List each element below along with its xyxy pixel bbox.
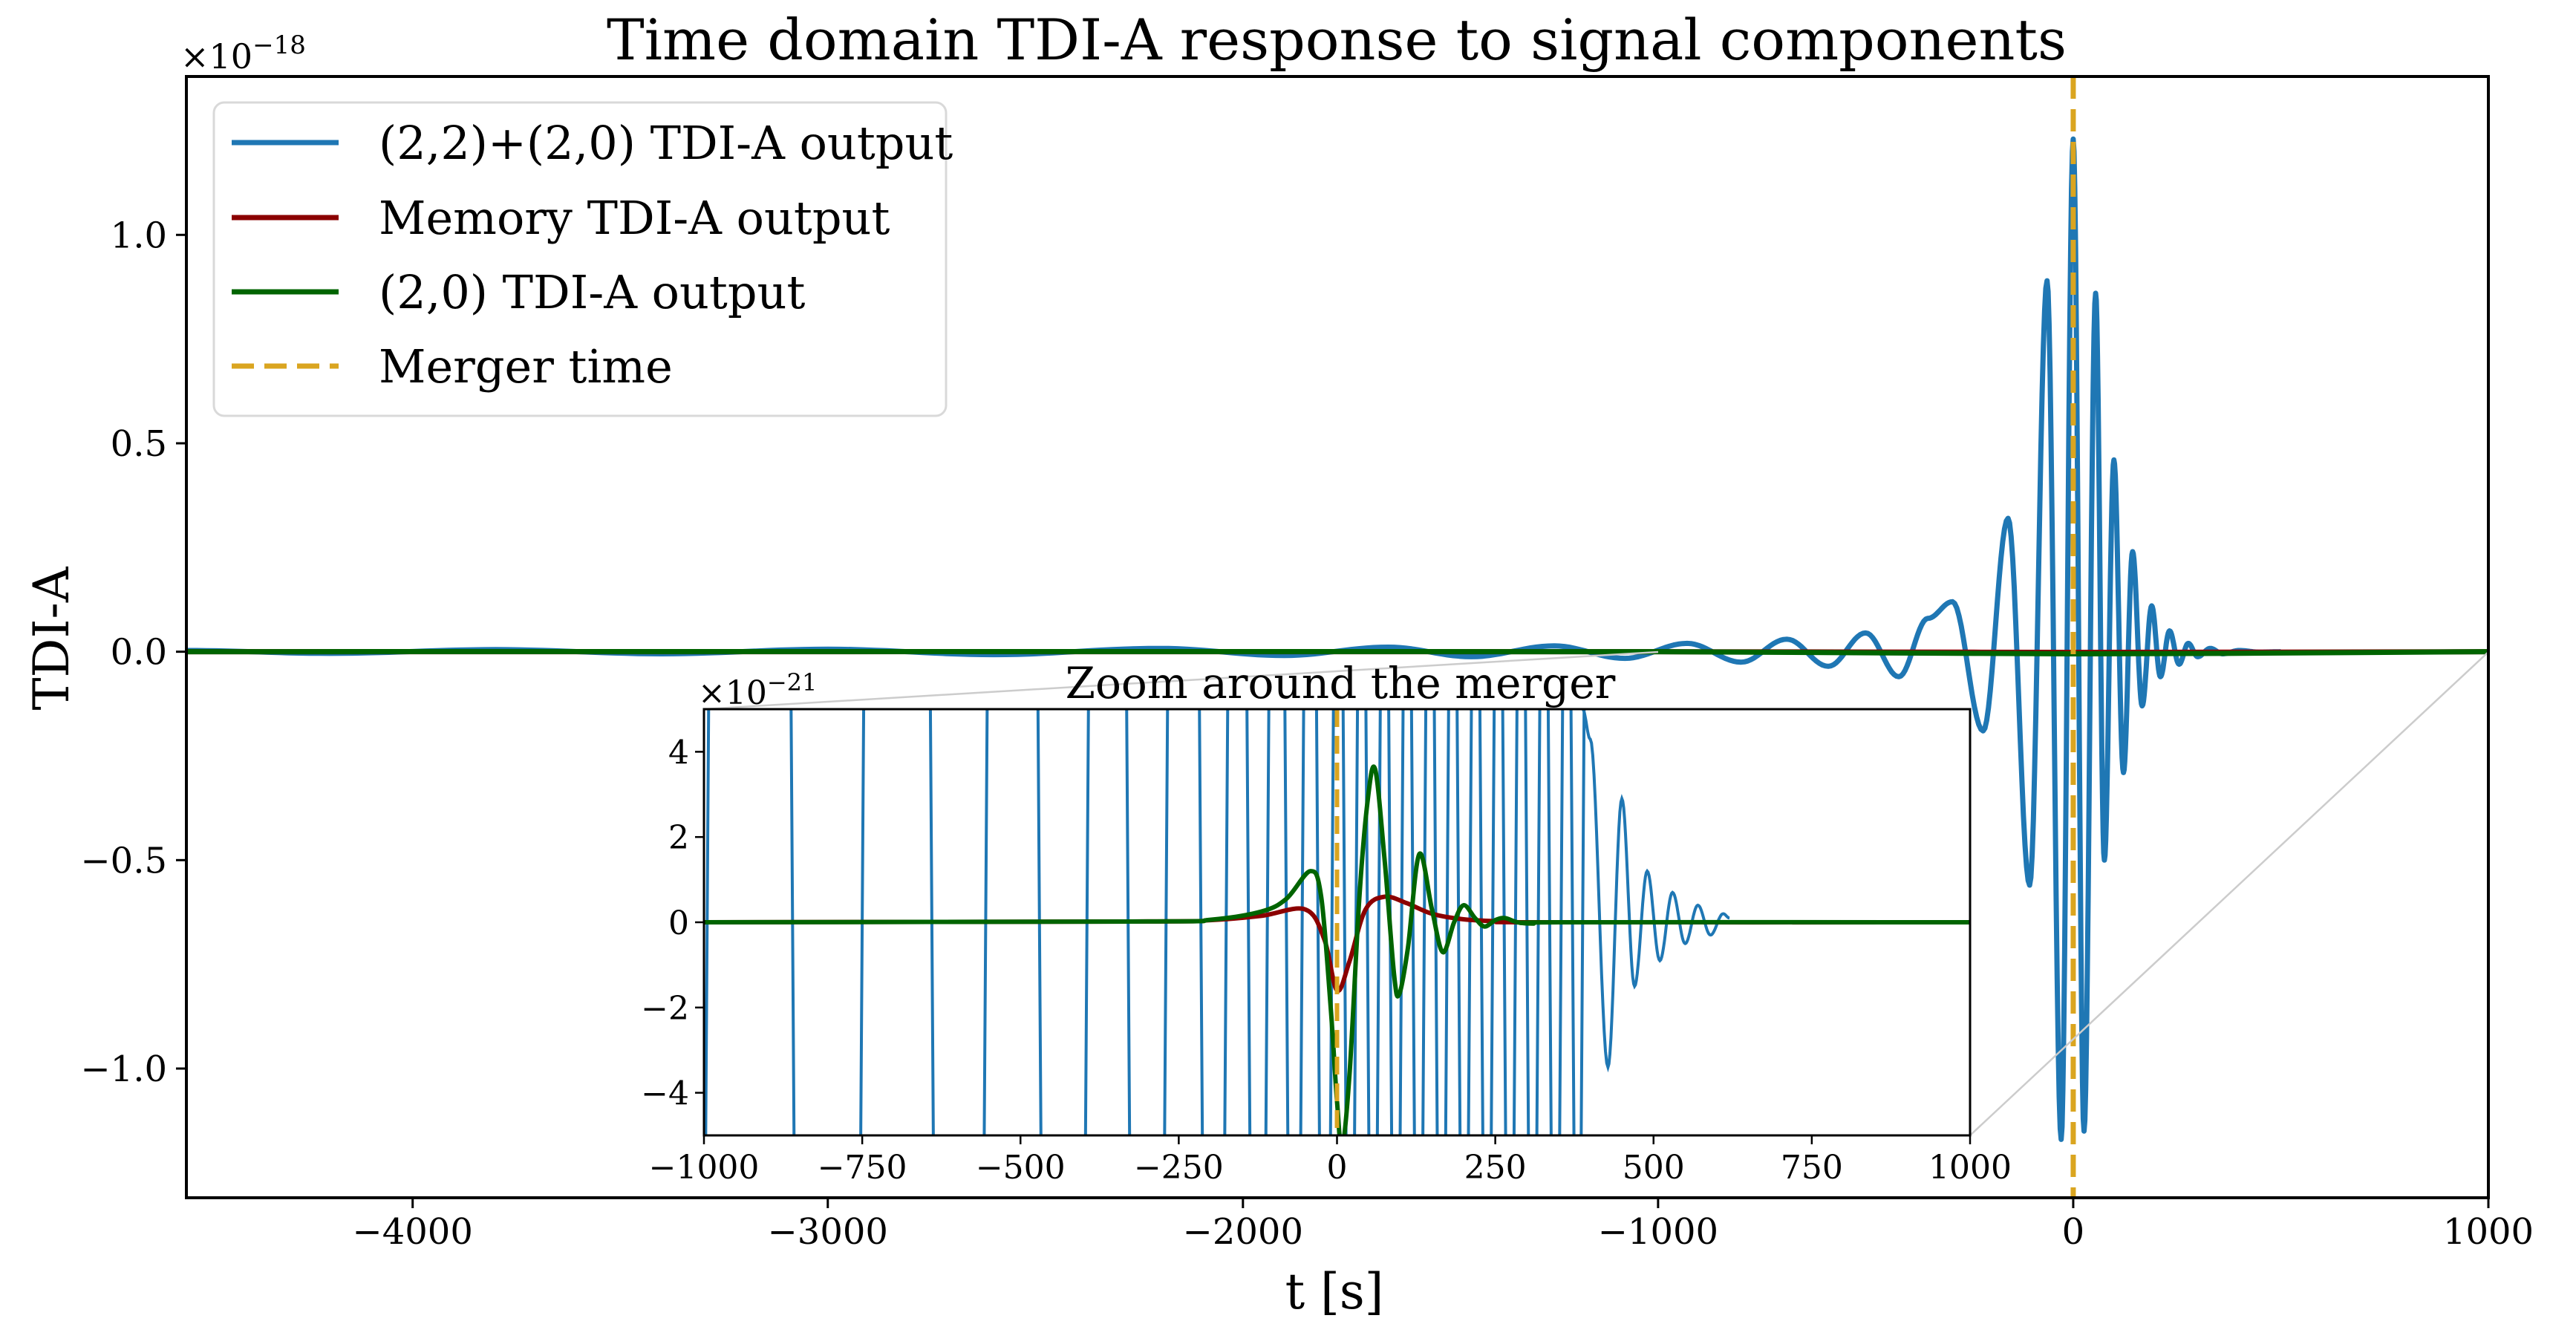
main-offset-text: ×10−18 (180, 30, 306, 76)
legend: (2,2)+(2,0) TDI-A output Memory TDI-A ou… (212, 101, 953, 417)
inset-x-axis: −1000 −750 −500 −250 0 250 500 750 1000 (649, 1135, 2012, 1187)
inset-y-tick-label: −4 (641, 1075, 689, 1113)
inset-x-tick-label: 500 (1623, 1149, 1685, 1187)
chart-title: Time domain TDI-A response to signal com… (607, 7, 2067, 73)
legend-item-full: (2,2)+(2,0) TDI-A output (232, 116, 953, 170)
inset-connector-line (1969, 651, 2489, 1136)
inset-y-tick-label: 4 (668, 734, 689, 772)
main-x-axis: −4000 −3000 −2000 −1000 0 1000 (353, 1198, 2534, 1253)
legend-label: Merger time (379, 339, 673, 394)
y-tick-label: −1.0 (80, 1049, 167, 1090)
y-tick-label: −0.5 (80, 840, 167, 881)
inset-x-tick-label: 750 (1781, 1149, 1843, 1187)
inset-offset-text: ×10−21 (698, 668, 817, 712)
inset-y-tick-label: −2 (641, 990, 689, 1028)
inset-x-tick-label: −750 (818, 1149, 907, 1187)
inset-y-tick-label: 0 (668, 904, 689, 942)
legend-label: (2,0) TDI-A output (379, 265, 805, 319)
inset-series-m20-line (704, 764, 1970, 1135)
x-tick-label: 1000 (2443, 1211, 2534, 1253)
y-tick-label: 0.0 (111, 632, 167, 674)
legend-item-merger: Merger time (232, 339, 673, 394)
series-m20-line (186, 648, 2488, 657)
y-tick-label: 1.0 (111, 215, 167, 256)
x-tick-label: −3000 (768, 1211, 888, 1253)
x-tick-label: −2000 (1183, 1211, 1303, 1253)
inset-y-axis: −4 −2 0 2 4 (641, 734, 704, 1113)
inset-zoom-axes: −1000 −750 −500 −250 0 250 500 750 1000 −4−2024 … (641, 658, 2012, 1187)
legend-label: Memory TDI-A output (379, 191, 890, 245)
inset-x-tick-label: −250 (1134, 1149, 1224, 1187)
inset-x-tick-label: −1000 (649, 1149, 760, 1187)
inset-x-tick-label: 0 (1327, 1149, 1348, 1187)
legend-item-m20: (2,0) TDI-A output (232, 265, 805, 319)
inset-connector-line (703, 650, 1659, 711)
inset-y-tick-label: 2 (668, 819, 689, 857)
legend-box (212, 101, 948, 417)
y-axis-label: TDI-A (23, 566, 80, 710)
inset-x-tick-label: 1000 (1928, 1149, 2012, 1187)
series-full-line (186, 136, 2282, 1142)
inset-title: Zoom around the merger (1066, 658, 1616, 708)
y-tick-label: 0.5 (111, 423, 167, 465)
main-y-axis: −1.0 −0.5 0.0 0.5 1.0 (80, 215, 186, 1090)
x-tick-label: −1000 (1598, 1211, 1718, 1253)
inset-x-tick-label: 250 (1464, 1149, 1527, 1187)
legend-item-memory: Memory TDI-A output (232, 191, 890, 245)
x-tick-label: 0 (2062, 1211, 2085, 1253)
main-axes-frame (185, 75, 2490, 1199)
x-axis-label: t [s] (1285, 1263, 1384, 1320)
main-plot-area (186, 76, 2488, 1198)
inset-x-tick-label: −500 (976, 1149, 1066, 1187)
x-tick-label: −4000 (353, 1211, 473, 1253)
legend-label: (2,2)+(2,0) TDI-A output (379, 116, 953, 170)
